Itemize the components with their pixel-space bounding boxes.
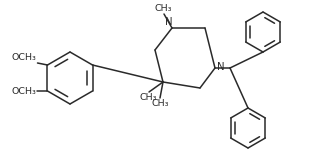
Text: N: N — [165, 17, 173, 27]
Text: CH₃: CH₃ — [151, 99, 169, 108]
Text: CH₃: CH₃ — [154, 4, 172, 13]
Text: N: N — [217, 62, 225, 72]
Text: CH₃: CH₃ — [139, 93, 157, 102]
Text: OCH₃: OCH₃ — [12, 53, 36, 62]
Text: OCH₃: OCH₃ — [12, 86, 36, 95]
